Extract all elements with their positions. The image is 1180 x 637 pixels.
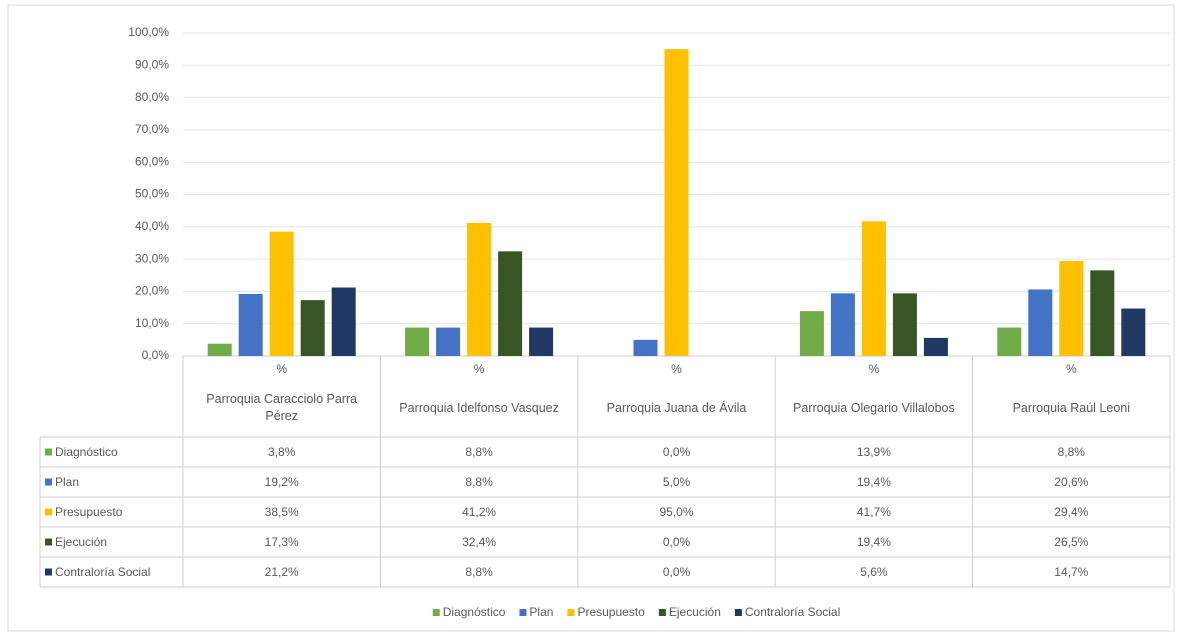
table-value: 19,2% [265, 475, 299, 489]
legend-label: Contraloría Social [745, 605, 840, 619]
bar [467, 222, 492, 356]
bar [830, 293, 855, 356]
bar [1090, 270, 1115, 356]
table-legend-key [45, 448, 52, 456]
legend-label: Diagnóstico [443, 605, 506, 619]
table-value: 41,2% [462, 505, 496, 519]
y-tick-label: 20,0% [135, 284, 169, 298]
bar [633, 339, 658, 356]
legend-label: Ejecución [669, 605, 721, 619]
bar [300, 300, 325, 356]
bar [331, 287, 356, 356]
table-value: 8,8% [1058, 445, 1086, 459]
x-subcategory-label: % [671, 362, 682, 376]
bar [207, 343, 232, 356]
table-value: 19,4% [857, 475, 891, 489]
table-legend-key [45, 508, 52, 516]
legend-key [734, 609, 742, 616]
table-legend-key [45, 478, 52, 486]
table-value: 29,4% [1054, 505, 1088, 519]
table-value: 20,6% [1054, 475, 1088, 489]
legend-key [658, 609, 666, 616]
bar [238, 293, 263, 356]
legend-key [519, 609, 527, 616]
legend-key [432, 609, 440, 616]
table-value: 0,0% [663, 445, 691, 459]
legend-key [567, 609, 575, 616]
x-subcategory-label: % [474, 362, 485, 376]
y-tick-label: 70,0% [135, 122, 169, 136]
table-value: 5,6% [860, 565, 888, 579]
bar [892, 293, 917, 356]
bar [1028, 289, 1053, 356]
table-value: 14,7% [1054, 565, 1088, 579]
table-value: 0,0% [663, 565, 691, 579]
x-tick-label: Parroquia Olegario Villalobos [793, 400, 955, 415]
bar [1121, 308, 1146, 356]
x-subcategory-label: % [1066, 362, 1077, 376]
table-value: 32,4% [462, 535, 496, 549]
table-row-label: Plan [55, 475, 79, 489]
table-row-label: Presupuesto [55, 505, 123, 519]
table-row-label: Diagnóstico [55, 445, 118, 459]
x-tick-label: Parroquia Caracciolo Parra Pérez [206, 392, 358, 423]
table-value: 3,8% [268, 445, 296, 459]
table-value: 38,5% [265, 505, 299, 519]
bar [997, 327, 1022, 356]
bar [799, 311, 824, 356]
x-subcategory-label: % [869, 362, 880, 376]
y-tick-label: 100,0% [128, 25, 169, 39]
table-value: 95,0% [659, 505, 693, 519]
bar [436, 327, 461, 356]
bar [1059, 261, 1084, 356]
x-subcategory-label: % [276, 362, 287, 376]
y-tick-label: 50,0% [135, 187, 169, 201]
bar [405, 327, 430, 356]
table-value: 19,4% [857, 535, 891, 549]
table-value: 41,7% [857, 505, 891, 519]
y-tick-label: 10,0% [135, 316, 169, 330]
legend-label: Plan [529, 605, 553, 619]
y-tick-label: 60,0% [135, 154, 169, 168]
table-value: 26,5% [1054, 535, 1088, 549]
bar [861, 221, 886, 356]
table-row-label: Contraloría Social [55, 565, 150, 579]
table-row-label: Ejecución [55, 535, 107, 549]
bar [269, 231, 294, 356]
bar [498, 251, 523, 356]
x-tick-label: Parroquia Raúl Leoni [1012, 400, 1131, 415]
table-value: 13,9% [857, 445, 891, 459]
table-value: 0,0% [663, 535, 691, 549]
legend-label: Presupuesto [577, 605, 645, 619]
table-value: 8,8% [465, 445, 493, 459]
table-value: 5,0% [663, 475, 691, 489]
table-legend-key [45, 568, 52, 576]
bar [923, 337, 948, 356]
table-legend-key [45, 538, 52, 546]
y-tick-label: 80,0% [135, 90, 169, 104]
y-tick-label: 30,0% [135, 251, 169, 265]
x-tick-label: Parroquia Idelfonso Vasquez [399, 400, 559, 415]
y-tick-label: 90,0% [135, 57, 169, 71]
x-tick-label: Parroquia Juana de Ávila [606, 400, 747, 415]
table-value: 8,8% [465, 565, 493, 579]
y-tick-label: 40,0% [135, 219, 169, 233]
table-value: 8,8% [465, 475, 493, 489]
table-value: 21,2% [265, 565, 299, 579]
bar [664, 49, 689, 357]
y-tick-label: 0,0% [142, 348, 170, 362]
table-value: 17,3% [265, 535, 299, 549]
bar [529, 327, 554, 356]
